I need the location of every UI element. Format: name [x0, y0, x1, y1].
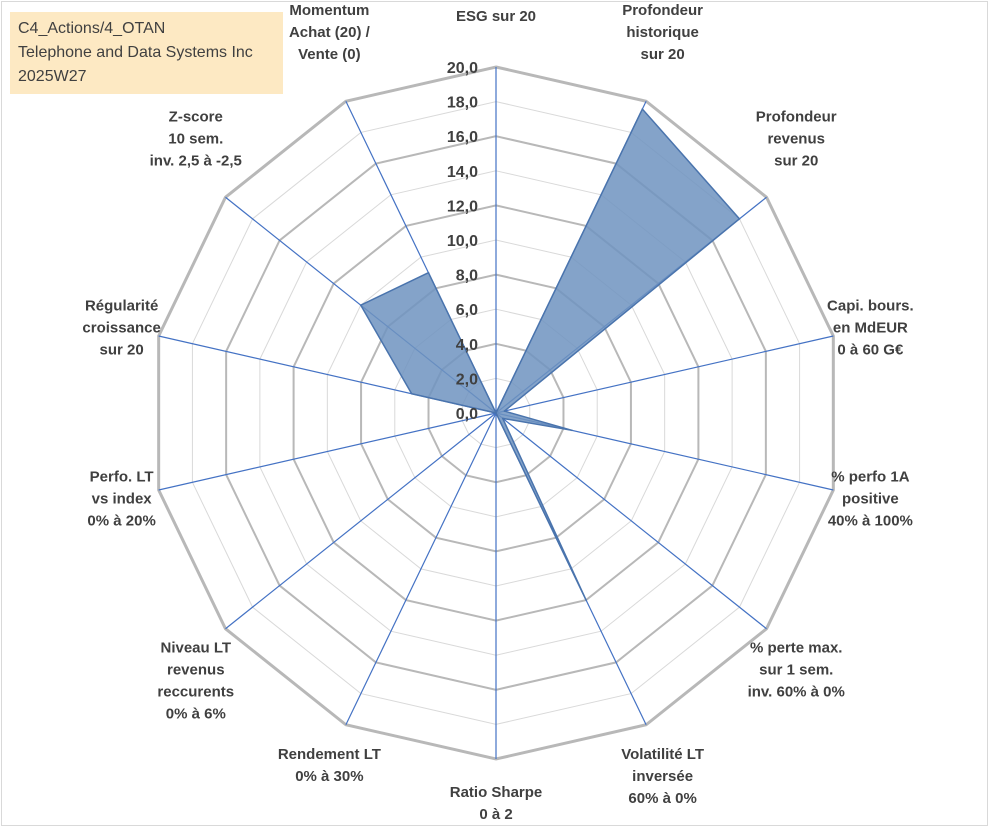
axis-label-line: 10 sem.	[168, 131, 223, 148]
axis-label-line: sur 20	[100, 342, 144, 359]
axis-spoke	[345, 412, 497, 726]
axis-label-line: Rendement LT	[278, 746, 381, 763]
axis-label-line: revenus	[767, 131, 825, 148]
axis-label: Rendement LT 0% à 30%	[278, 746, 381, 785]
axis-label-line: Achat (20) /	[289, 24, 371, 41]
axis-label: Perfo. LT vs index 0% à 20%	[87, 468, 155, 529]
axis-label-line: % perte max.	[750, 639, 843, 656]
axis-label-line: Z-score	[169, 109, 223, 126]
data-point	[410, 392, 413, 395]
axis-label-line: inv. 2,5 à -2,5	[150, 153, 242, 170]
axis-label-line: en MdEUR	[833, 320, 908, 337]
axis-label-line: 60% à 0%	[628, 790, 696, 807]
data-point	[585, 599, 587, 601]
axis-label-line: Capi. bours.	[827, 298, 914, 315]
tick-label: 14,0	[447, 164, 478, 181]
axis-label-line: Momentum	[289, 2, 369, 19]
tick-label: 6,0	[456, 302, 478, 319]
data-series-area	[359, 108, 741, 601]
axis-label-line: Vente (0)	[298, 46, 361, 63]
axis-label-line: Régularité	[85, 298, 158, 315]
tick-label: 20,0	[447, 60, 478, 77]
axis-label: Régularité croissance sur 20	[82, 298, 160, 359]
axis-label-line: 40% à 100%	[828, 512, 913, 529]
axis-spoke	[158, 412, 497, 491]
data-point	[738, 218, 741, 220]
tick-label: 12,0	[447, 198, 478, 215]
axis-label-line: Volatilité LT	[621, 746, 704, 763]
axis-label: Z-score 10 sem. inv. 2,5 à -2,5	[150, 109, 242, 170]
axis-label-line: 0 à 2	[479, 806, 512, 823]
axis-label-line: vs index	[92, 490, 153, 507]
axis-label-line: Profondeur	[622, 2, 703, 19]
axis-label: % perfo 1A positive 40% à 100%	[828, 468, 913, 529]
axis-label-line: historique	[626, 24, 699, 41]
axis-label-line: Ratio Sharpe	[450, 784, 543, 801]
axis-label-line: % perfo 1A	[831, 468, 910, 485]
tick-label: 8,0	[456, 268, 478, 285]
axis-label: Niveau LT revenus reccurents 0% à 6%	[157, 639, 234, 722]
radar-tick-labels: 0,0 2,0 4,0 6,0 8,0 10,0 12,0 14,0 16,0 18,0 20,0	[447, 60, 478, 423]
axis-spoke	[495, 412, 767, 630]
data-point	[427, 271, 430, 274]
axis-label-line: inversée	[632, 768, 693, 785]
axis-spoke	[225, 412, 497, 630]
axis-label-line: reccurents	[157, 683, 234, 700]
title-line-week: 2025W27	[18, 68, 87, 85]
axis-label-line: sur 1 sem.	[759, 661, 833, 678]
data-point	[641, 108, 644, 110]
axis-label: Ratio Sharpe 0 à 2	[450, 784, 543, 823]
tick-label: 16,0	[447, 129, 478, 146]
tick-label: 0,0	[456, 406, 478, 423]
data-point	[501, 417, 504, 420]
title-line-folder: C4_Actions/4_OTAN	[18, 20, 166, 37]
data-point	[495, 412, 497, 414]
axis-label-line: Profondeur	[756, 109, 837, 126]
axis-label-line: 0% à 20%	[87, 512, 155, 529]
data-point	[359, 304, 362, 306]
axis-label-line: inv. 60% à 0%	[748, 683, 845, 700]
axis-label-line: revenus	[167, 661, 225, 678]
data-point	[571, 429, 573, 432]
axis-label-line: Niveau LT	[160, 639, 231, 656]
data-point	[503, 410, 506, 412]
radar-axis-labels: Note ESG sur 20 Profondeur historique sur 20…	[82, 0, 913, 823]
title-line-company: Telephone and Data Systems Inc	[18, 44, 253, 61]
axis-label-line: 0 à 60 G€	[837, 342, 904, 359]
axis-label-line: 0% à 6%	[166, 705, 226, 722]
axis-label-line: croissance	[82, 320, 160, 337]
axis-label: Capi. bours. en MdEUR 0 à 60 G€	[827, 298, 914, 359]
axis-label: % perte max. sur 1 sem. inv. 60% à 0%	[748, 639, 845, 700]
axis-label: Profondeur historique sur 20	[622, 2, 703, 63]
axis-label: Note ESG sur 20	[456, 0, 536, 25]
axis-label: Profondeur revenus sur 20	[756, 109, 837, 170]
axis-label-line: Perfo. LT	[90, 468, 154, 485]
axis-label-line: positive	[842, 490, 899, 507]
axis-label: Momentum Achat (20) / Vente (0)	[289, 2, 371, 63]
axis-label-line: ESG sur 20	[456, 8, 536, 25]
tick-label: 2,0	[456, 371, 478, 388]
axis-label-line: Note	[479, 0, 512, 3]
axis-spoke	[495, 335, 834, 414]
axis-label: Volatilité LT inversée 60% à 0%	[621, 746, 704, 807]
chart-title-box: C4_Actions/4_OTAN Telephone and Data Sys…	[10, 12, 283, 94]
axis-label-line: sur 20	[774, 153, 818, 170]
tick-label: 10,0	[447, 233, 478, 250]
axis-label-line: sur 20	[641, 46, 685, 63]
axis-label-line: 0% à 30%	[295, 768, 363, 785]
tick-label: 4,0	[456, 337, 478, 354]
tick-label: 18,0	[447, 95, 478, 112]
